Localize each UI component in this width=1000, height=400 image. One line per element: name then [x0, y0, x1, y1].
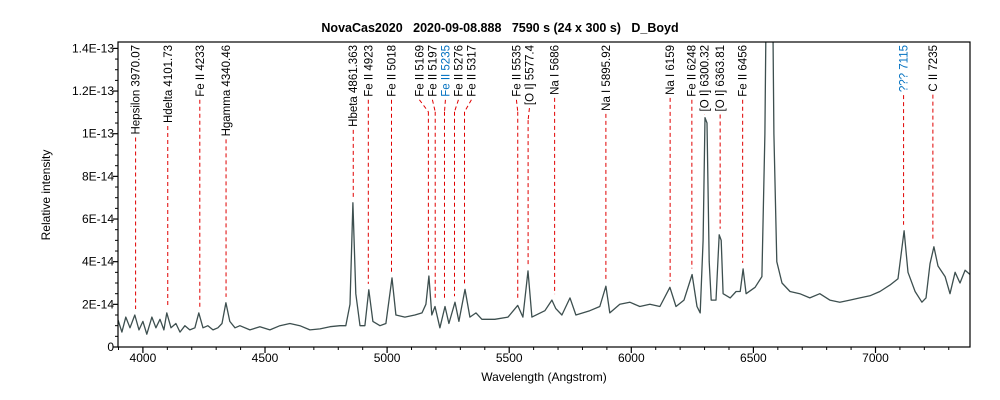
line-label: Fe II 6456 — [738, 45, 750, 97]
line-marker-leader — [515, 99, 519, 112]
y-tick-label: 0 — [107, 340, 114, 354]
y-tick-label: 2E-14 — [82, 297, 114, 311]
x-axis-title: Wavelength (Angstrom) — [481, 370, 607, 384]
line-label: Fe II 4233 — [195, 45, 207, 97]
line-label: Fe II 5018 — [386, 45, 398, 97]
x-tick-label: 5000 — [374, 351, 401, 365]
x-tick-label: 5500 — [496, 351, 523, 365]
axes: 4000 4500 5000 5500 6000 6500 7000 0 2E-14 4E-14 6… — [72, 41, 971, 365]
line-label: Hgamma 4340.46 — [221, 45, 233, 136]
line-markers: Hepsilon 3970.07 Hdelta 4101.73 Fe II 4233… — [131, 44, 940, 310]
line-label: Fe II 5169 — [414, 45, 426, 97]
line-label: [O I] 5577.4 — [524, 44, 536, 105]
line-marker-leader — [431, 99, 436, 112]
line-marker-leader — [443, 99, 446, 112]
line-label: Fe II 5535 — [511, 45, 523, 97]
line-marker-leader — [527, 108, 530, 121]
line-label: [O I] 6363.81 — [715, 45, 727, 112]
line-label: Hbeta 4861.363 — [348, 45, 360, 127]
line-marker-leader — [454, 99, 459, 112]
y-tick-label: 6E-14 — [82, 212, 114, 226]
line-label: Na I 6159 — [665, 45, 677, 95]
y-tick-label: 1.2E-13 — [72, 84, 114, 98]
spectrum-series — [118, 42, 970, 335]
line-label: Fe II 4923 — [363, 45, 375, 97]
line-label: Fe II 5235 — [440, 45, 452, 97]
y-tick-label: 1.4E-13 — [72, 41, 114, 55]
x-tick-label: 7000 — [862, 351, 889, 365]
line-label: Fe II 5197 — [427, 45, 439, 97]
x-tick-label: 4000 — [130, 351, 157, 365]
line-label: [O I] 6300.32 — [700, 45, 712, 112]
line-label: Fe II 5317 — [466, 45, 478, 97]
line-label: Fe II 6248 — [687, 45, 699, 97]
line-marker-leader — [419, 99, 429, 113]
y-axis-title: Relative intensity — [39, 150, 53, 241]
line-label: C II 7235 — [928, 45, 940, 92]
line-label: ??? 7115 — [899, 45, 911, 92]
x-tick-label: 4500 — [252, 351, 279, 365]
chart-title: NovaCas2020 2020-09-08.888 7590 s (24 x … — [321, 21, 678, 35]
line-marker-leader — [464, 99, 472, 113]
y-tick-label: 8E-14 — [82, 169, 114, 183]
line-label: Hepsilon 3970.07 — [131, 45, 143, 135]
line-label: Na I 5686 — [550, 45, 562, 95]
line-label: Na I 5895.92 — [601, 45, 613, 111]
spectrum-line — [118, 42, 970, 335]
plot-frame — [117, 41, 971, 348]
y-tick-label: 1E-13 — [82, 127, 114, 141]
line-label: Fe II 5276 — [453, 45, 465, 97]
x-tick-label: 6000 — [618, 351, 645, 365]
y-tick-label: 4E-14 — [82, 255, 114, 269]
x-tick-label: 6500 — [740, 351, 767, 365]
line-label: Hdelta 4101.73 — [163, 45, 175, 123]
